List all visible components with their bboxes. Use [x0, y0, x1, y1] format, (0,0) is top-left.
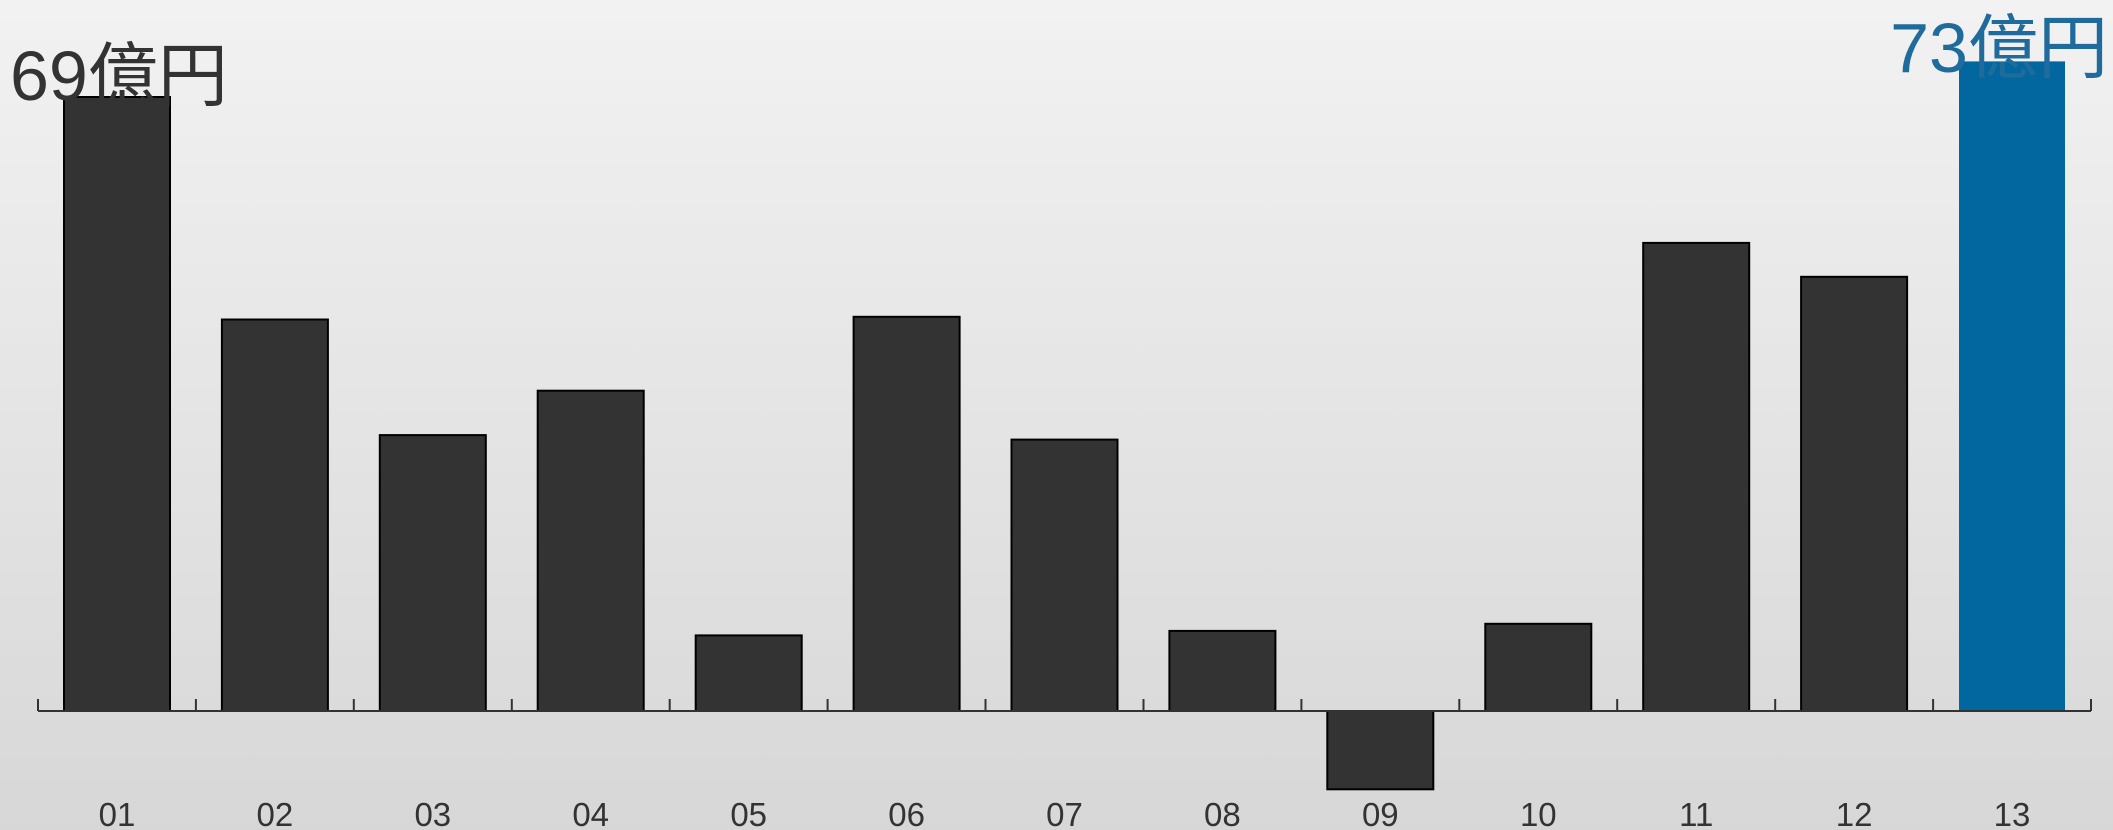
bars-layer	[63, 61, 2065, 791]
x-tick-label-05: 05	[730, 796, 767, 830]
bar-08	[1168, 629, 1277, 713]
x-tick-label-06: 06	[888, 796, 925, 830]
bar-01	[63, 96, 171, 712]
bar-13	[1959, 61, 2065, 711]
bar-05	[694, 634, 803, 713]
last-bar-data-label: 73億円	[1890, 9, 2108, 87]
x-tick-label-11: 11	[1679, 796, 1713, 830]
x-tick-label-08: 08	[1204, 796, 1241, 830]
bar-11	[1642, 241, 1751, 712]
x-tick-label-12: 12	[1836, 796, 1873, 830]
bar-03	[378, 434, 487, 712]
x-tick-labels: 01 02 03 04 05 06 07 08 09 10 11 12 13	[99, 796, 2031, 830]
first-bar-data-label: 69億円	[10, 37, 228, 115]
bar-10	[1484, 622, 1593, 712]
x-tick-label-09: 09	[1362, 796, 1399, 830]
x-tick-label-01: 01	[99, 796, 136, 830]
x-tick-label-07: 07	[1046, 796, 1083, 830]
x-tick-label-03: 03	[414, 796, 451, 830]
x-tick-label-13: 13	[1994, 796, 2031, 830]
x-tick-label-02: 02	[257, 796, 294, 830]
bar-06	[852, 315, 961, 712]
bar-09	[1326, 710, 1435, 791]
bar-04	[536, 389, 645, 712]
bar-07	[1010, 438, 1119, 712]
x-axis-ticks	[37, 699, 2092, 711]
bar-02	[220, 318, 329, 712]
bar-12	[1800, 275, 1909, 712]
x-tick-label-04: 04	[572, 796, 609, 830]
x-tick-label-10: 10	[1520, 796, 1557, 830]
